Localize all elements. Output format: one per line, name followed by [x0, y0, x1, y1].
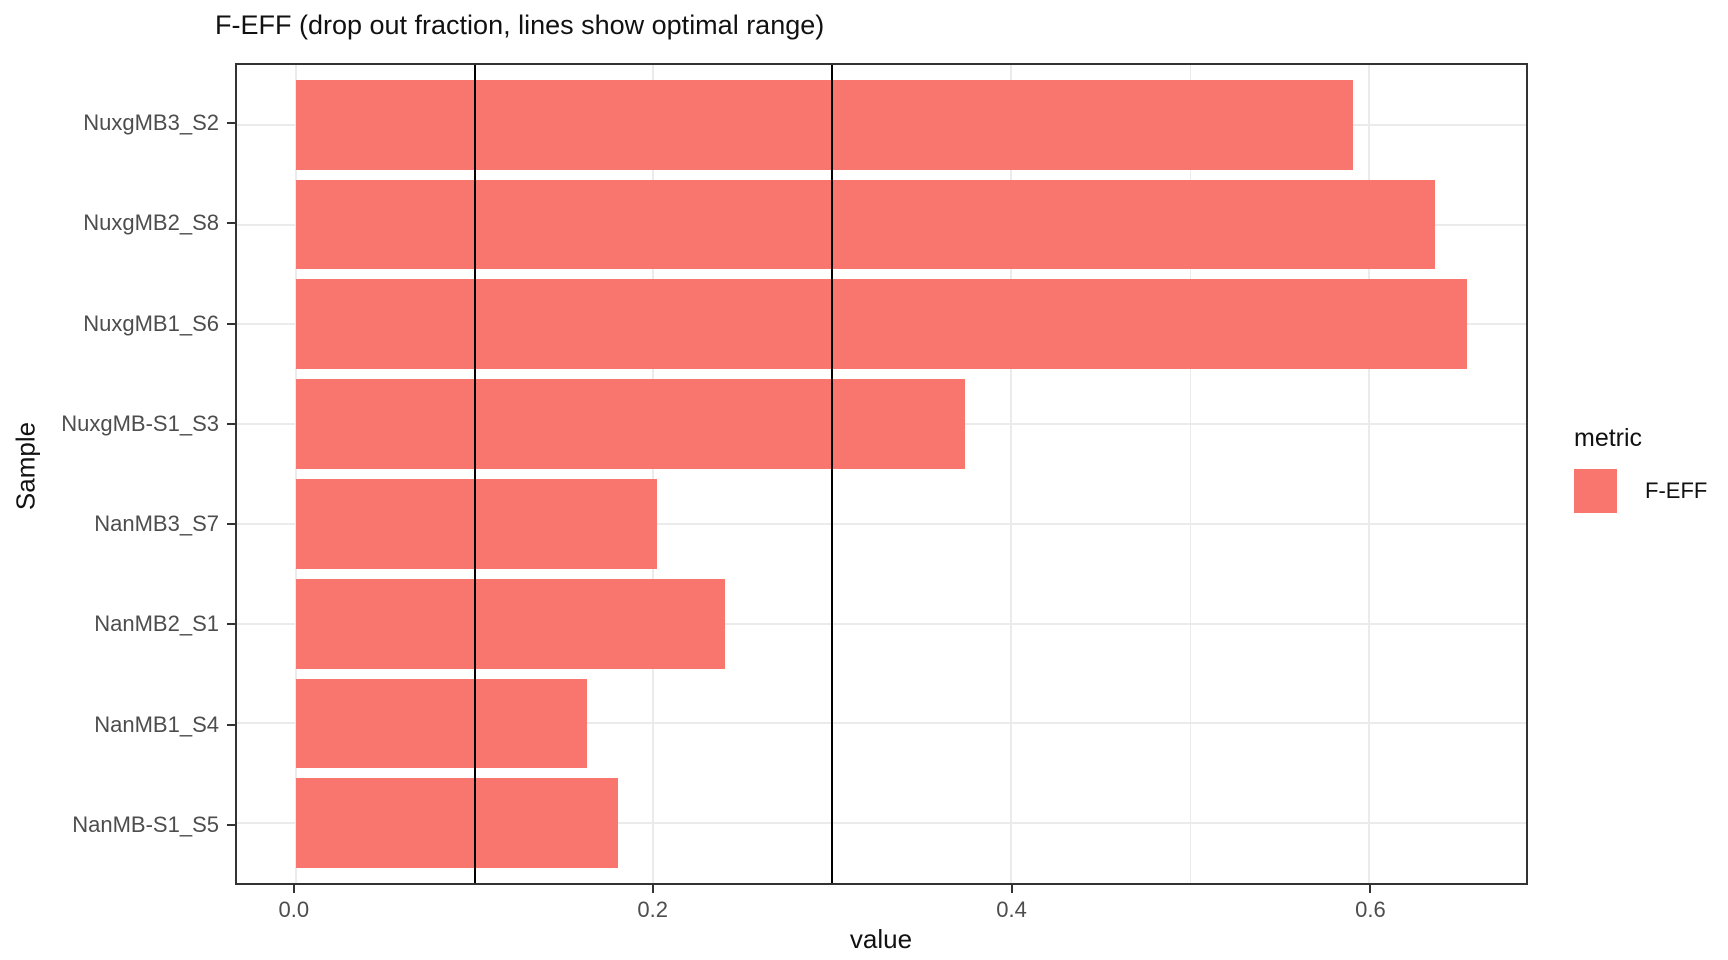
gridline-vertical-major: [652, 65, 655, 883]
x-tick-label: 0.2: [637, 897, 669, 922]
legend-title: metric: [1574, 424, 1643, 452]
bar-NanMB3_S7: [295, 478, 657, 569]
bar-NuxgMB3_S2: [295, 79, 1353, 170]
y-tick-label: NuxgMB2_S8: [83, 210, 219, 236]
x-tick-mark: [651, 885, 654, 893]
y-tick-mark: [227, 422, 235, 425]
y-tick-label: NuxgMB3_S2: [83, 110, 219, 136]
x-tick-mark: [1369, 885, 1372, 893]
x-axis-title: value: [849, 924, 913, 954]
bar-NuxgMB2_S8: [295, 179, 1436, 270]
legend-swatch: [1574, 469, 1617, 513]
gridline-vertical-minor: [1190, 65, 1192, 883]
legend: metric F-EFF: [1574, 424, 1707, 513]
bar-NanMB2_S1: [295, 578, 725, 669]
gridline-horizontal: [237, 622, 1526, 625]
x-tick-label: 0.6: [1355, 897, 1386, 922]
y-tick-mark: [227, 823, 235, 826]
legend-label: F-EFF: [1645, 478, 1708, 503]
y-tick-mark: [227, 623, 235, 626]
gridline-vertical-major: [1367, 65, 1370, 883]
x-tick-label: 0.4: [996, 897, 1027, 922]
legend-entry: F-EFF: [1574, 469, 1707, 513]
y-tick-mark: [227, 723, 235, 726]
y-tick-mark: [227, 122, 235, 125]
y-tick-label: NuxgMB1_S6: [83, 310, 219, 336]
y-tick-mark: [227, 523, 235, 526]
gridline-horizontal: [237, 522, 1526, 525]
y-tick-mark: [227, 322, 235, 325]
reference-line: [473, 65, 476, 883]
y-tick-label: NuxgMB-S1_S3: [61, 410, 219, 436]
bar-NanMB1_S4: [295, 678, 588, 769]
chart-title: F-EFF (drop out fraction, lines show opt…: [215, 10, 825, 40]
y-tick-label: NanMB1_S4: [94, 711, 219, 737]
y-tick-label: NanMB-S1_S5: [72, 811, 219, 837]
reference-line: [831, 65, 834, 883]
x-tick-mark: [292, 885, 295, 893]
plot-panel: [235, 63, 1528, 885]
gridline-vertical-major: [294, 65, 297, 883]
bar-NuxgMB-S1_S3: [295, 379, 965, 469]
gridline-horizontal: [237, 722, 1526, 725]
gridline-vertical-major: [1010, 65, 1013, 883]
y-tick-mark: [227, 222, 235, 225]
x-tick-mark: [1010, 885, 1013, 893]
x-tick-label: 0.0: [278, 897, 310, 922]
gridline-horizontal: [237, 822, 1526, 825]
y-tick-label: NanMB2_S1: [94, 611, 219, 637]
bar-NuxgMB1_S6: [295, 279, 1468, 370]
y-tick-label: NanMB3_S7: [94, 511, 219, 537]
bar-NanMB-S1_S5: [295, 778, 618, 869]
